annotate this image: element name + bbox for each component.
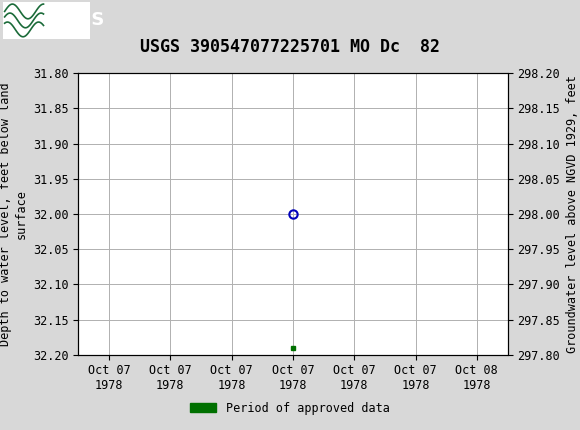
Bar bbox=[3, 2, 90, 39]
Y-axis label: Depth to water level, feet below land
surface: Depth to water level, feet below land su… bbox=[0, 82, 27, 346]
Text: USGS: USGS bbox=[49, 12, 104, 29]
Y-axis label: Groundwater level above NGVD 1929, feet: Groundwater level above NGVD 1929, feet bbox=[566, 75, 578, 353]
Text: USGS 390547077225701 MO Dc  82: USGS 390547077225701 MO Dc 82 bbox=[140, 38, 440, 56]
Legend: Period of approved data: Period of approved data bbox=[186, 397, 394, 420]
